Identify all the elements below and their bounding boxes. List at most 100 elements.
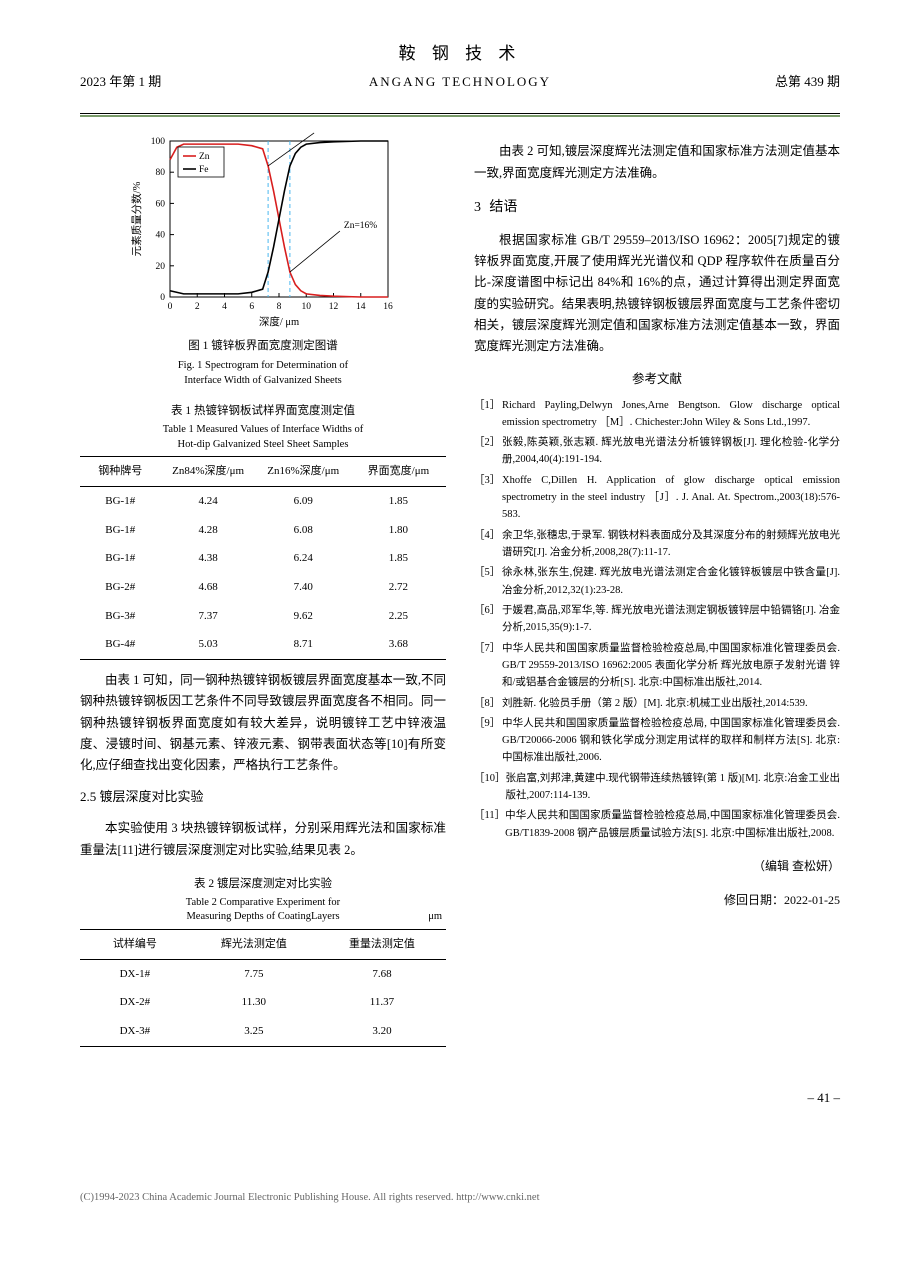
table-cell: 11.30 (190, 988, 318, 1017)
table-2-title-en: Table 2 Comparative Experiment for Measu… (80, 896, 446, 925)
reference-item: ［3］Xhoffe C,Dillen H. Application of glo… (474, 472, 840, 524)
table-row: BG-3#7.379.622.25 (80, 602, 446, 631)
table-cell: 3.20 (318, 1017, 446, 1046)
table-header-cell: 重量法测定值 (318, 929, 446, 959)
right-para-1: 由表 2 可知,镀层深度辉光法测定值和国家标准方法测定值基本一致,界面宽度辉光测… (474, 141, 840, 184)
svg-text:16: 16 (383, 302, 393, 312)
table-header-cell: Zn84%深度/μm (161, 457, 256, 487)
svg-text:40: 40 (156, 231, 166, 241)
svg-text:12: 12 (329, 302, 339, 312)
table-header-cell: 辉光法测定值 (190, 929, 318, 959)
right-para-2: 根据国家标准 GB/T 29559–2013/ISO 16962：2005[7]… (474, 230, 840, 358)
figure-1-caption-en: Fig. 1 Spectrogram for Determination of … (80, 359, 446, 388)
table-cell: 7.40 (256, 573, 351, 602)
reference-item: ［1］Richard Payling,Delwyn Jones,Arne Ben… (474, 397, 840, 432)
table-cell: 2.25 (351, 602, 446, 631)
table-row: DX-1#7.757.68 (80, 959, 446, 988)
table-header-cell: 钢种牌号 (80, 457, 161, 487)
right-column: 由表 2 可知,镀层深度辉光法测定值和国家标准方法测定值基本一致,界面宽度辉光测… (474, 131, 840, 1046)
page-header: 鞍 钢 技 术 2023 年第 1 期 ANGANG TECHNOLOGY 总第… (80, 40, 840, 93)
table-row: DX-3#3.253.20 (80, 1017, 446, 1046)
svg-text:80: 80 (156, 169, 166, 179)
table-2-title-cn: 表 2 镀层深度测定对比实验 (80, 875, 446, 895)
table-row: BG-1#4.286.081.80 (80, 516, 446, 545)
table-row: BG-1#4.386.241.85 (80, 544, 446, 573)
table-cell: BG-1# (80, 516, 161, 545)
reference-item: ［9］中华人民共和国国家质量监督检验检疫总局, 中国国家标准化管理委员会. GB… (474, 715, 840, 767)
reference-item: ［8］刘胜新. 化验员手册（第 2 版）[M]. 北京:机械工业出版社,2014… (474, 695, 840, 712)
svg-text:0: 0 (160, 293, 165, 303)
footer-copyright: (C)1994-2023 China Academic Journal Elec… (80, 1189, 840, 1207)
table-cell: 8.71 (256, 630, 351, 659)
table-cell: 3.25 (190, 1017, 318, 1046)
svg-text:0: 0 (168, 302, 173, 312)
journal-title-cn: 鞍 钢 技 术 (80, 40, 840, 69)
svg-text:14: 14 (356, 302, 366, 312)
content-columns: 0 2 4 6 8 10 12 14 16 0 20 40 60 80 100 深度/ μm 元素质量分数/% Z… (80, 131, 840, 1046)
reference-item: ［6］于媛君,高品,邓军华,等. 辉光放电光谱法测定钢板镀锌层中铅镉铬[J]. … (474, 602, 840, 637)
table-cell: 11.37 (318, 988, 446, 1017)
figure-1-caption-cn: 图 1 镀锌板界面宽度测定图谱 (80, 337, 446, 357)
svg-text:10: 10 (302, 302, 312, 312)
issue-left: 2023 年第 1 期 (80, 71, 161, 93)
table-row: DX-2#11.3011.37 (80, 988, 446, 1017)
table-cell: 7.68 (318, 959, 446, 988)
table-1-title-cn: 表 1 热镀锌钢板试样界面宽度测定值 (80, 402, 446, 422)
reference-item: ［7］中华人民共和国国家质量监督检验检疫总局,中国国家标准化管理委员会. GB/… (474, 640, 840, 692)
table-1: 钢种牌号Zn84%深度/μmZn16%深度/μm界面宽度/μm BG-1#4.2… (80, 456, 446, 660)
table-cell: BG-1# (80, 544, 161, 573)
svg-text:8: 8 (277, 302, 282, 312)
left-para-2: 本实验使用 3 块热镀锌钢板试样，分别采用辉光法和国家标准重量法[11]进行镀层… (80, 818, 446, 861)
svg-text:元素质量分数/%: 元素质量分数/% (130, 182, 143, 257)
editor-line: （编辑 查松妍） (474, 856, 840, 876)
table-row: BG-2#4.687.402.72 (80, 573, 446, 602)
left-para-1: 由表 1 可知，同一钢种热镀锌钢板镀层界面宽度基本一致,不同钢种热镀锌钢板因工艺… (80, 670, 446, 776)
svg-text:Fe: Fe (199, 165, 209, 175)
table-cell: BG-3# (80, 602, 161, 631)
reference-item: ［2］张毅,陈英颖,张志颖. 辉光放电光谱法分析镀锌钢板[J]. 理化检验-化学… (474, 434, 840, 469)
page-number: – 41 – (80, 1087, 840, 1109)
reference-item: ［5］徐永林,张东生,倪建. 辉光放电光谱法测定合金化镀锌板镀层中铁含量[J].… (474, 564, 840, 599)
table-header-cell: Zn16%深度/μm (256, 457, 351, 487)
table-2-unit: μm (428, 910, 442, 925)
table-cell: 1.85 (351, 544, 446, 573)
table-cell: 7.75 (190, 959, 318, 988)
references-title: 参考文献 (474, 369, 840, 390)
table-cell: 4.24 (161, 487, 256, 516)
svg-text:Zn: Zn (199, 152, 210, 162)
table-cell: 4.68 (161, 573, 256, 602)
reference-item: ［11］中华人民共和国国家质量监督检验检疫总局,中国国家标准化管理委员会. GB… (474, 807, 840, 842)
svg-text:2: 2 (195, 302, 200, 312)
table-row: BG-1#4.246.091.85 (80, 487, 446, 516)
table-cell: 1.80 (351, 516, 446, 545)
table-cell: 2.72 (351, 573, 446, 602)
reference-item: ［4］余卫华,张穗忠,于录军. 钢铁材料表面成分及其深度分布的射频辉光放电光谱研… (474, 527, 840, 562)
table-header-cell: 界面宽度/μm (351, 457, 446, 487)
table-row: BG-4#5.038.713.68 (80, 630, 446, 659)
table-cell: 9.62 (256, 602, 351, 631)
svg-text:60: 60 (156, 200, 166, 210)
svg-text:深度/ μm: 深度/ μm (259, 315, 299, 328)
svg-text:6: 6 (249, 302, 254, 312)
svg-text:20: 20 (156, 262, 166, 272)
table-cell: 6.08 (256, 516, 351, 545)
svg-text:Zn=16%: Zn=16% (344, 222, 377, 232)
table-cell: DX-1# (80, 959, 190, 988)
issue-right: 总第 439 期 (775, 71, 840, 93)
figure-1-chart: 0 2 4 6 8 10 12 14 16 0 20 40 60 80 100 深度/ μm 元素质量分数/% Z… (128, 131, 398, 331)
table-cell: BG-2# (80, 573, 161, 602)
table-cell: 6.09 (256, 487, 351, 516)
svg-text:4: 4 (222, 302, 227, 312)
table-1-title-en: Table 1 Measured Values of Interface Wid… (80, 423, 446, 452)
revise-date: 修回日期：2022-01-25 (474, 890, 840, 910)
table-cell: 7.37 (161, 602, 256, 631)
table-cell: 5.03 (161, 630, 256, 659)
journal-title-en: ANGANG TECHNOLOGY (369, 74, 551, 89)
section-2-5: 2.5 镀层深度对比实验 (80, 786, 446, 808)
figure-1: 0 2 4 6 8 10 12 14 16 0 20 40 60 80 100 深度/ μm 元素质量分数/% Z… (80, 131, 446, 388)
reference-item: ［10］张启富,刘邦津,黄建中.现代钢带连续热镀锌(第 1 版)[M]. 北京:… (474, 770, 840, 805)
svg-text:100: 100 (151, 137, 166, 147)
table-cell: 1.85 (351, 487, 446, 516)
references-list: ［1］Richard Payling,Delwyn Jones,Arne Ben… (474, 397, 840, 843)
table-cell: 6.24 (256, 544, 351, 573)
